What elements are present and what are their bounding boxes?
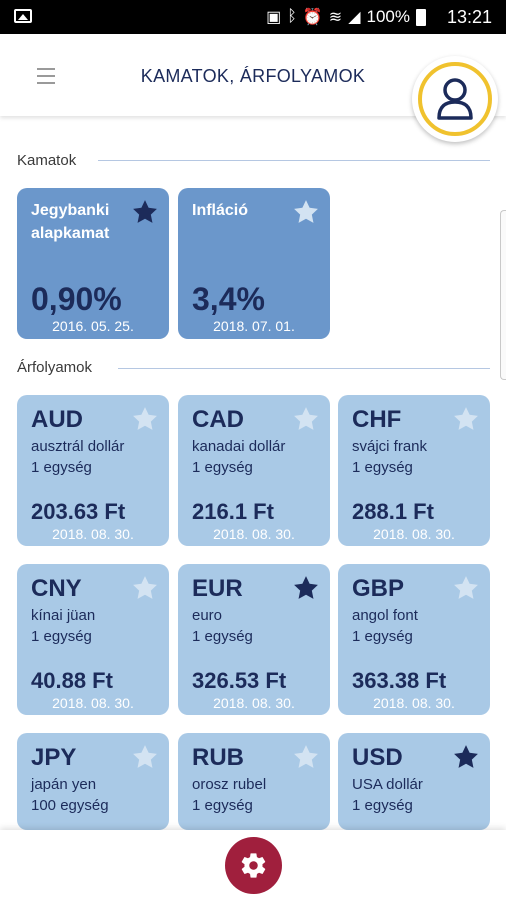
status-icons: ▣ ᛒ ⏰ ≋ ◢ 100%: [266, 7, 426, 27]
wifi-icon: ≋: [328, 9, 343, 26]
currency-code: GBP: [352, 575, 405, 602]
currency-name: angol font: [352, 607, 418, 624]
rate-card[interactable]: Jegybanki alapkamat 0,90% 2016. 05. 25.: [17, 188, 169, 339]
currency-name: orosz rubel: [192, 776, 267, 793]
currency-unit: 1 egység: [192, 628, 253, 645]
bluetooth-icon: ᛒ: [287, 8, 297, 25]
star-outline-icon[interactable]: [292, 405, 320, 433]
currency-card[interactable]: EUR euro 1 egység 326.53 Ft 2018. 08. 30.: [178, 564, 330, 715]
rate-title: Jegybanki alapkamat: [31, 202, 110, 242]
star-outline-icon[interactable]: [131, 743, 159, 771]
section-title-rates: Kamatok: [17, 152, 77, 169]
bottom-bar: [0, 830, 506, 900]
currency-card[interactable]: GBP angol font 1 egység 363.38 Ft 2018. 08. …: [338, 564, 490, 715]
currency-code: EUR: [192, 575, 243, 602]
currency-name: ausztrál dollár: [31, 438, 125, 455]
section-title-fx: Árfolyamok: [17, 359, 93, 376]
currency-unit: 1 egység: [352, 628, 413, 645]
currency-code: CAD: [192, 406, 244, 433]
section-divider: [98, 160, 490, 161]
rate-value: 0,90%: [31, 281, 122, 317]
currency-name: kínai jüan: [31, 607, 96, 624]
gear-icon: [241, 853, 266, 878]
rate-title: Infláció: [192, 202, 249, 219]
currency-unit: 1 egység: [352, 459, 413, 476]
currency-card[interactable]: CNY kínai jüan 1 egység 40.88 Ft 2018. 08. 3…: [17, 564, 169, 715]
currency-name: japán yen: [31, 776, 97, 793]
rate-value: 3,4%: [192, 281, 265, 317]
star-outline-icon[interactable]: [452, 574, 480, 602]
currency-card[interactable]: JPY japán yen 100 egység: [17, 733, 169, 830]
currency-card[interactable]: RUB orosz rubel 1 egység: [178, 733, 330, 830]
currency-card[interactable]: CHF svájci frank 1 egység 288.1 Ft 2018. 08.…: [338, 395, 490, 546]
currency-value: 288.1 Ft: [352, 499, 434, 524]
currency-value: 40.88 Ft: [31, 668, 113, 693]
star-filled-icon[interactable]: [452, 743, 480, 771]
user-icon: [437, 78, 473, 120]
currency-code: RUB: [192, 744, 244, 771]
rate-date: 2016. 05. 25.: [52, 318, 134, 334]
currency-code: CHF: [352, 406, 402, 433]
currency-name: svájci frank: [352, 438, 428, 455]
currency-unit: 1 egység: [352, 797, 413, 814]
star-filled-icon[interactable]: [131, 198, 159, 226]
currency-card[interactable]: AUD ausztrál dollár 1 egység 203.63 Ft 2018.…: [17, 395, 169, 546]
alarm-icon: ⏰: [302, 9, 323, 26]
currency-date: 2018. 08. 30.: [52, 526, 134, 542]
status-bar: ▣ ᛒ ⏰ ≋ ◢ 100% 13:21: [0, 0, 506, 34]
currency-code: USD: [352, 744, 403, 771]
currency-value: 216.1 Ft: [192, 499, 274, 524]
star-filled-icon[interactable]: [292, 574, 320, 602]
scroll-indicator[interactable]: [500, 210, 506, 380]
battery-percent: 100%: [366, 7, 410, 26]
currency-card[interactable]: CAD kanadai dollár 1 egység 216.1 Ft 2018. 0…: [178, 395, 330, 546]
currency-value: 363.38 Ft: [352, 668, 447, 693]
currency-name: USA dollár: [352, 776, 423, 793]
signal-icon: ◢: [348, 9, 361, 26]
currency-unit: 1 egység: [31, 628, 92, 645]
section-divider: [118, 368, 490, 369]
avatar: [418, 62, 492, 136]
battery-icon: [416, 8, 426, 26]
settings-button[interactable]: [225, 837, 282, 894]
currency-name: euro: [192, 607, 223, 624]
star-outline-icon[interactable]: [292, 743, 320, 771]
currency-code: AUD: [31, 406, 83, 433]
currency-date: 2018. 08. 30.: [373, 526, 455, 542]
rate-date: 2018. 07. 01.: [213, 318, 295, 334]
clock: 13:21: [446, 7, 492, 27]
profile-button[interactable]: [412, 56, 498, 142]
currency-unit: 1 egység: [192, 459, 253, 476]
currency-name: kanadai dollár: [192, 438, 286, 455]
rate-card[interactable]: Infláció 3,4% 2018. 07. 01.: [178, 188, 330, 339]
currency-code: JPY: [31, 744, 77, 771]
currency-card[interactable]: USD USA dollár 1 egység: [338, 733, 490, 830]
star-outline-icon[interactable]: [452, 405, 480, 433]
currency-unit: 1 egység: [192, 797, 253, 814]
currency-unit: 1 egység: [31, 459, 92, 476]
menu-icon[interactable]: [37, 68, 55, 84]
star-outline-icon[interactable]: [131, 574, 159, 602]
currency-value: 326.53 Ft: [192, 668, 287, 693]
star-outline-icon[interactable]: [292, 198, 320, 226]
currency-date: 2018. 08. 30.: [213, 526, 295, 542]
currency-date: 2018. 08. 30.: [52, 695, 134, 711]
image-notification-icon: [14, 9, 32, 23]
currency-date: 2018. 08. 30.: [213, 695, 295, 711]
currency-date: 2018. 08. 30.: [373, 695, 455, 711]
currency-unit: 100 egység: [31, 797, 109, 814]
currency-code: CNY: [31, 575, 82, 602]
page-title: KAMATOK, ÁRFOLYAMOK: [140, 66, 366, 86]
currency-value: 203.63 Ft: [31, 499, 126, 524]
android-icon: ▣: [266, 9, 282, 26]
star-outline-icon[interactable]: [131, 405, 159, 433]
